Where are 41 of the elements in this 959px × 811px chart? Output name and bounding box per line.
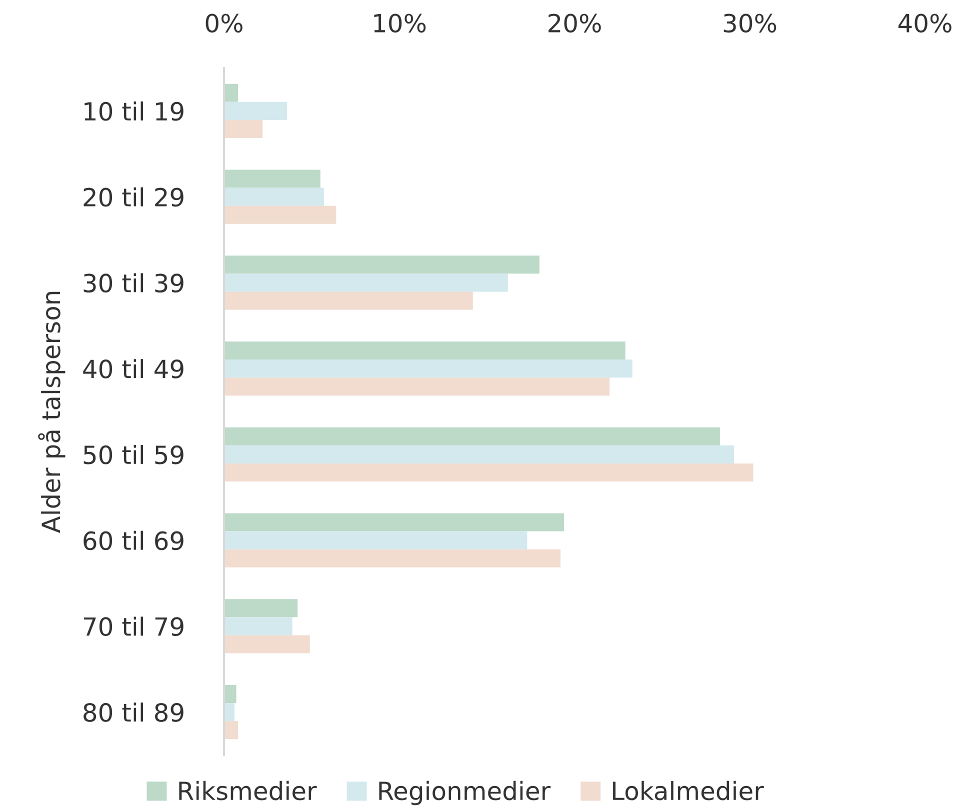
- x-tick-label: 40%: [898, 14, 952, 33]
- y-axis-title: Alder på talsperson: [38, 292, 66, 534]
- bar: [224, 617, 292, 636]
- x-tick-label: 0%: [206, 14, 242, 33]
- bar: [224, 427, 720, 446]
- bar: [224, 170, 320, 188]
- y-tick-label: 20 til 29: [84, 187, 184, 207]
- bar: [224, 120, 263, 138]
- bar: [224, 463, 754, 482]
- y-tick-label: 50 til 59: [84, 444, 184, 464]
- y-tick-label: 60 til 69: [84, 530, 184, 550]
- bar: [224, 445, 734, 464]
- bar: [224, 685, 236, 704]
- y-tick-label: 30 til 39: [84, 273, 184, 293]
- x-tick-label: 20%: [548, 14, 601, 33]
- legend-label: Lokalmedier: [613, 780, 764, 800]
- bar: [224, 378, 610, 396]
- bar: [224, 84, 238, 102]
- bar: [224, 721, 238, 740]
- bar: [224, 102, 288, 120]
- x-tick-label: 30%: [724, 14, 776, 33]
- bar: [224, 531, 528, 550]
- bar: [224, 292, 473, 310]
- bar: [224, 342, 626, 360]
- y-tick-label: 10 til 19: [84, 101, 184, 121]
- y-tick-label: 80 til 89: [84, 702, 184, 722]
- legend-label: Riksmedier: [179, 780, 317, 800]
- bar: [224, 256, 540, 274]
- bar: [224, 703, 235, 722]
- bar: [224, 360, 632, 378]
- bar: [224, 206, 336, 224]
- bar: [224, 599, 298, 618]
- bar: [224, 549, 560, 568]
- y-tick-label: 70 til 79: [84, 616, 184, 636]
- x-tick-label: 10%: [374, 14, 426, 33]
- bar: [224, 274, 508, 292]
- bar: [224, 635, 310, 654]
- bar: [224, 188, 324, 206]
- y-tick-label: 40 til 49: [83, 359, 184, 378]
- legend-label: Regionmedier: [379, 780, 551, 806]
- bar: [224, 513, 564, 532]
